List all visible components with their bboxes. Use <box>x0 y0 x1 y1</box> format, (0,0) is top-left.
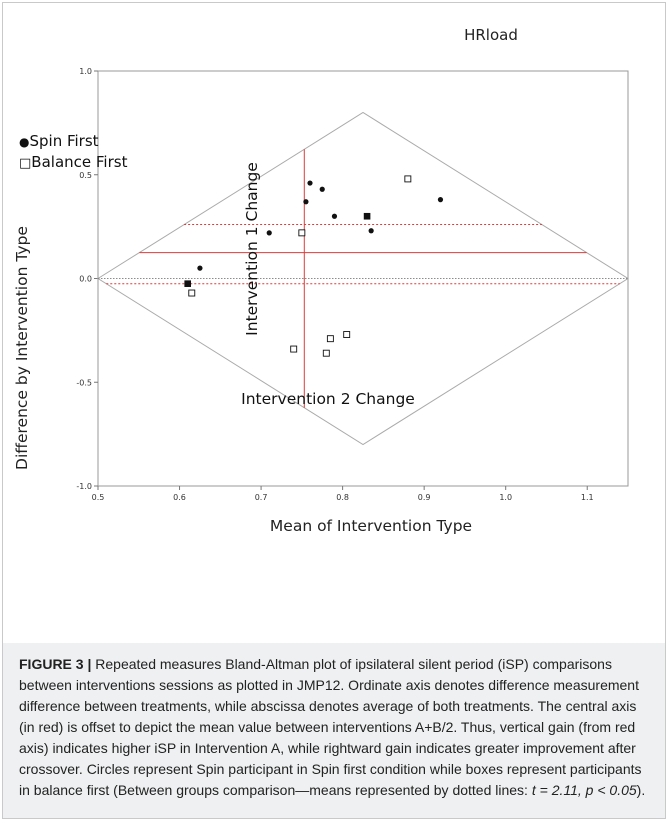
spin-first-point <box>303 199 309 205</box>
bland-altman-chart: HRload 0.5 0.6 0.7 0.8 0.9 1.0 1.1-1.0-0.50.00… <box>13 26 629 535</box>
y-tick-label: 0.5 <box>79 171 92 180</box>
spin-first-point <box>331 213 338 219</box>
figure-caption: FIGURE 3 | Repeated measures Bland-Altma… <box>3 643 665 818</box>
legend-spin-first: ●Spin First <box>19 132 99 150</box>
x-tick-label: 1.1 <box>581 493 594 502</box>
group-mean-point <box>363 212 371 220</box>
balance-first-point <box>188 289 196 297</box>
x-tick-label: 0.5 <box>92 493 105 502</box>
x-tick-label: 0.6 <box>173 493 186 502</box>
y-tick-label: -1.0 <box>76 482 92 491</box>
spin-first-point <box>197 265 203 271</box>
annotation-intervention-1-change: Intervention 1 Change <box>243 162 261 336</box>
legend-balance-marker: □ <box>19 156 31 171</box>
legend-spin-marker: ● <box>19 135 29 149</box>
balance-first-point <box>343 331 351 338</box>
y-tick-label: 0.0 <box>79 275 92 284</box>
balance-first-point <box>322 349 330 357</box>
y-axis-label: Difference by Intervention Type <box>13 226 31 470</box>
y-tick-label: 1.0 <box>79 67 92 76</box>
balance-first-point <box>326 335 334 343</box>
legend-balance-label: Balance First <box>31 153 127 171</box>
spin-first-point <box>307 180 313 186</box>
balance-first-point <box>290 345 298 353</box>
annotation-intervention-2-change: Intervention 2 Change <box>241 390 415 408</box>
legend-spin-label: Spin First <box>29 132 98 150</box>
x-axis-label: Mean of Intervention Type <box>270 517 472 535</box>
spin-first-point <box>266 230 272 236</box>
caption-text-end: ). <box>636 782 646 798</box>
spin-first-point <box>368 228 374 234</box>
spin-first-point <box>319 186 325 192</box>
caption-text: Repeated measures Bland-Altman plot of i… <box>19 656 642 798</box>
group-mean-point <box>184 280 191 287</box>
caption-figure-label: FIGURE 3 | <box>19 656 92 672</box>
legend-balance-first: □Balance First <box>19 153 128 171</box>
figure-area: HRload 0.5 0.6 0.7 0.8 0.9 1.0 1.1 -1.0 -0.5 0.0 0… <box>3 3 667 643</box>
chart-title: HRload <box>464 26 518 44</box>
diamond-outline <box>97 111 629 446</box>
x-tick-label: 0.7 <box>255 493 268 502</box>
balance-first-point <box>404 175 412 183</box>
legend: ●Spin First □Balance First <box>19 132 128 171</box>
spin-first-point <box>437 197 444 203</box>
caption-statistic: t = 2.11, p < 0.05 <box>531 782 637 798</box>
y-tick-label: -0.5 <box>76 378 92 387</box>
balance-first-point <box>298 229 306 237</box>
x-tick-label: 0.8 <box>336 493 349 502</box>
x-tick-label: 0.9 <box>418 493 431 502</box>
plot-area: 0.5 0.6 0.7 0.8 0.9 1.0 1.1 -1.0 -0.5 0.0 0.5 1.0 <box>76 67 629 502</box>
x-tick-label: 1.0 <box>499 493 512 502</box>
